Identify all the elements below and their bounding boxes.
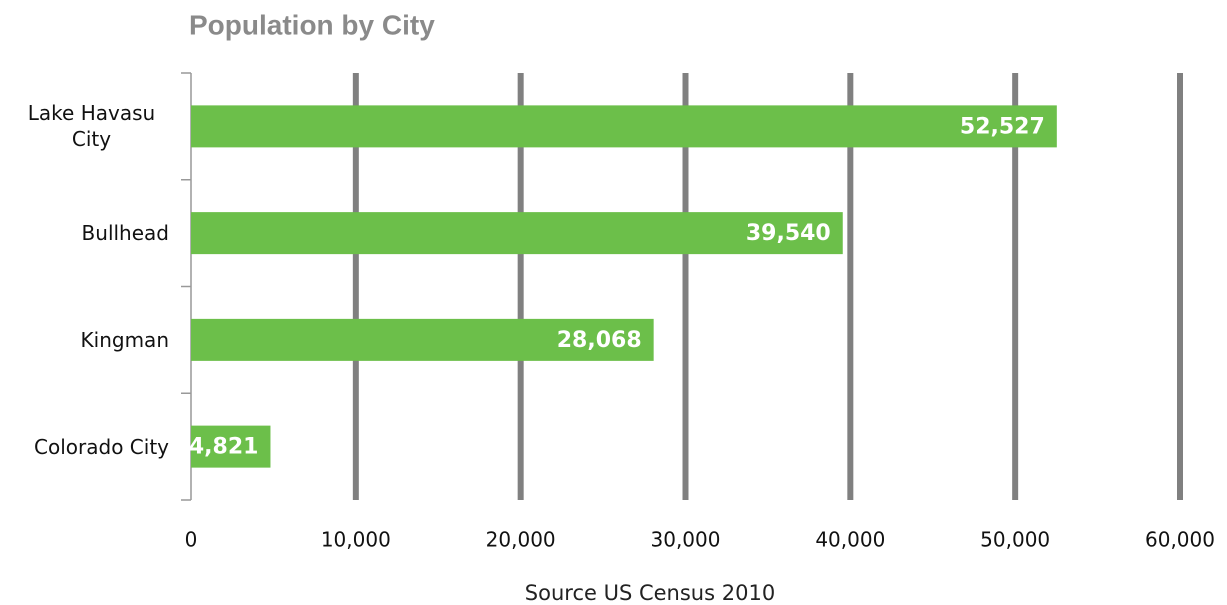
bar [191,212,843,255]
chart-title: Population by City [189,9,435,40]
x-tick-label: 60,000 [1145,528,1215,552]
category-text: Lake Havasu City [27,101,156,152]
bar [191,105,1057,148]
x-tick-label: 0 [185,528,198,552]
y-tick-label: Bullhead [0,193,169,273]
x-tick-label: 20,000 [486,528,556,552]
x-tick-label: 10,000 [321,528,391,552]
y-tick-label: Kingman [0,300,169,380]
x-axis-label: Source US Census 2010 [525,581,775,605]
value-label: 39,540 [746,221,831,246]
y-tick-label: Lake Havasu City [0,86,169,166]
bar [191,425,271,468]
category-text: Colorado City [34,434,169,459]
value-label: 4,821 [189,435,259,460]
x-tick-label: 30,000 [651,528,721,552]
bar [191,318,654,361]
category-text: Kingman [80,327,169,352]
category-text: Bullhead [81,221,169,246]
value-label: 28,068 [557,328,642,353]
value-label: 52,527 [960,114,1045,139]
x-tick-label: 50,000 [980,528,1050,552]
x-tick-label: 40,000 [815,528,885,552]
y-tick-label: Colorado City [0,407,169,487]
